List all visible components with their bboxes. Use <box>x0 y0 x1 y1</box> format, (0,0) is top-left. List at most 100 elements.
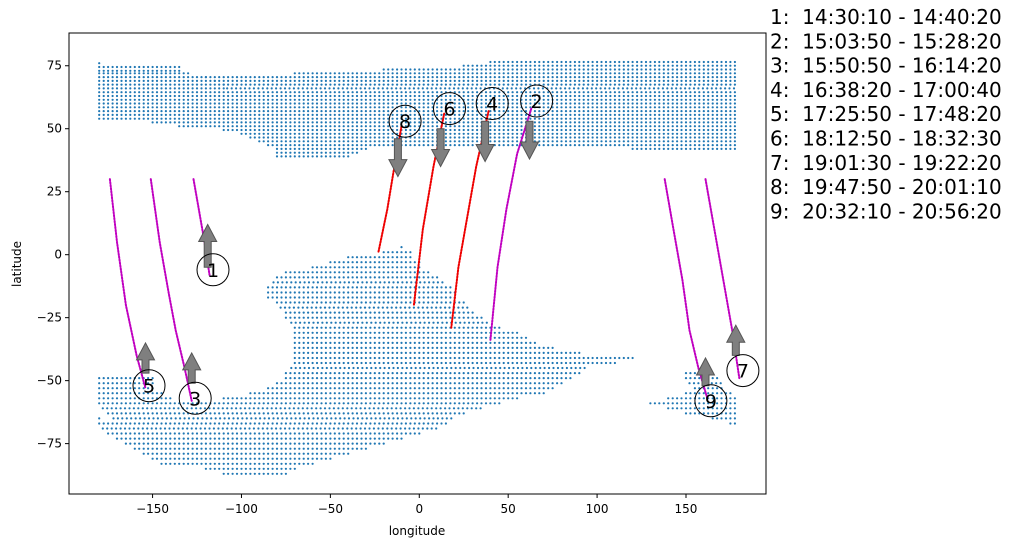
coverage-point <box>409 251 412 254</box>
coverage-point <box>467 113 470 116</box>
coverage-point <box>400 117 403 120</box>
coverage-point <box>351 117 354 120</box>
coverage-point <box>542 392 545 395</box>
coverage-point <box>671 94 674 98</box>
coverage-point <box>391 125 394 128</box>
coverage-point <box>120 87 123 90</box>
coverage-point <box>658 91 661 94</box>
coverage-point <box>298 83 301 86</box>
coverage-point <box>378 356 381 360</box>
coverage-point <box>370 281 373 284</box>
coverage-point <box>591 110 594 113</box>
coverage-point <box>471 316 474 319</box>
coverage-point <box>391 121 394 124</box>
coverage-point <box>564 128 568 132</box>
coverage-point <box>338 261 341 264</box>
coverage-point <box>381 407 384 410</box>
coverage-point <box>440 110 443 113</box>
coverage-point <box>396 91 399 94</box>
coverage-point <box>404 110 407 113</box>
coverage-point <box>410 417 413 420</box>
coverage-point <box>369 256 372 259</box>
coverage-point <box>644 140 648 143</box>
coverage-point <box>418 291 421 294</box>
coverage-point <box>302 147 305 150</box>
coverage-point <box>471 106 474 109</box>
coverage-point <box>124 392 127 395</box>
coverage-point <box>373 296 376 299</box>
coverage-point <box>307 102 310 105</box>
coverage-point <box>596 128 599 132</box>
coverage-point <box>293 91 296 94</box>
coverage-point <box>538 76 541 79</box>
coverage-point <box>351 311 354 314</box>
coverage-point <box>444 306 447 309</box>
coverage-point <box>449 125 452 128</box>
coverage-point <box>516 377 519 380</box>
coverage-point <box>680 98 683 101</box>
coverage-point <box>373 144 376 147</box>
coverage-point <box>187 76 190 79</box>
coverage-point <box>649 110 652 113</box>
coverage-point <box>178 65 181 69</box>
coverage-point <box>107 113 110 116</box>
coverage-point <box>307 136 310 139</box>
coverage-point <box>533 113 537 116</box>
coverage-point <box>347 121 350 124</box>
coverage-point <box>489 361 492 365</box>
coverage-point <box>355 266 359 269</box>
coverage-point <box>680 136 683 139</box>
coverage-point <box>187 110 190 113</box>
coverage-point <box>338 72 341 75</box>
coverage-point <box>511 356 514 360</box>
coverage-point <box>578 117 581 120</box>
coverage-point <box>364 125 367 128</box>
coverage-point <box>209 91 212 94</box>
coverage-point <box>320 402 323 405</box>
coverage-point <box>711 79 714 82</box>
coverage-point <box>151 94 154 98</box>
coverage-point <box>111 79 114 82</box>
coverage-point <box>400 316 403 319</box>
coverage-point <box>222 83 225 86</box>
coverage-point <box>707 144 710 147</box>
coverage-point <box>329 125 332 128</box>
coverage-point <box>627 110 630 113</box>
coverage-point <box>338 356 341 360</box>
coverage-point <box>538 125 541 128</box>
coverage-point <box>498 402 501 405</box>
coverage-point <box>409 356 412 360</box>
coverage-point <box>284 291 287 294</box>
coverage-point <box>382 125 385 128</box>
coverage-point <box>422 113 425 116</box>
coverage-point <box>378 91 381 94</box>
coverage-point <box>556 113 559 116</box>
coverage-point <box>453 356 456 360</box>
coverage-point <box>449 76 452 79</box>
coverage-point <box>458 140 461 143</box>
coverage-point <box>404 87 407 90</box>
coverage-point <box>333 372 336 375</box>
coverage-point <box>324 117 327 120</box>
coverage-point <box>578 72 581 75</box>
coverage-point <box>222 128 225 132</box>
coverage-point <box>102 106 105 109</box>
coverage-point <box>724 121 728 124</box>
coverage-point <box>280 128 283 132</box>
coverage-point <box>396 331 399 334</box>
coverage-point <box>267 412 270 415</box>
coverage-point <box>458 98 461 101</box>
coverage-point <box>355 336 359 339</box>
coverage-point <box>151 106 154 109</box>
coverage-point <box>547 76 550 79</box>
coverage-point <box>275 392 279 395</box>
coverage-point <box>560 110 563 113</box>
coverage-point <box>329 387 332 390</box>
coverage-point <box>182 113 185 116</box>
coverage-point <box>471 102 474 105</box>
coverage-point <box>684 94 688 98</box>
coverage-point <box>387 91 390 94</box>
coverage-point <box>271 94 274 98</box>
coverage-point <box>369 402 372 405</box>
coverage-point <box>481 366 484 370</box>
